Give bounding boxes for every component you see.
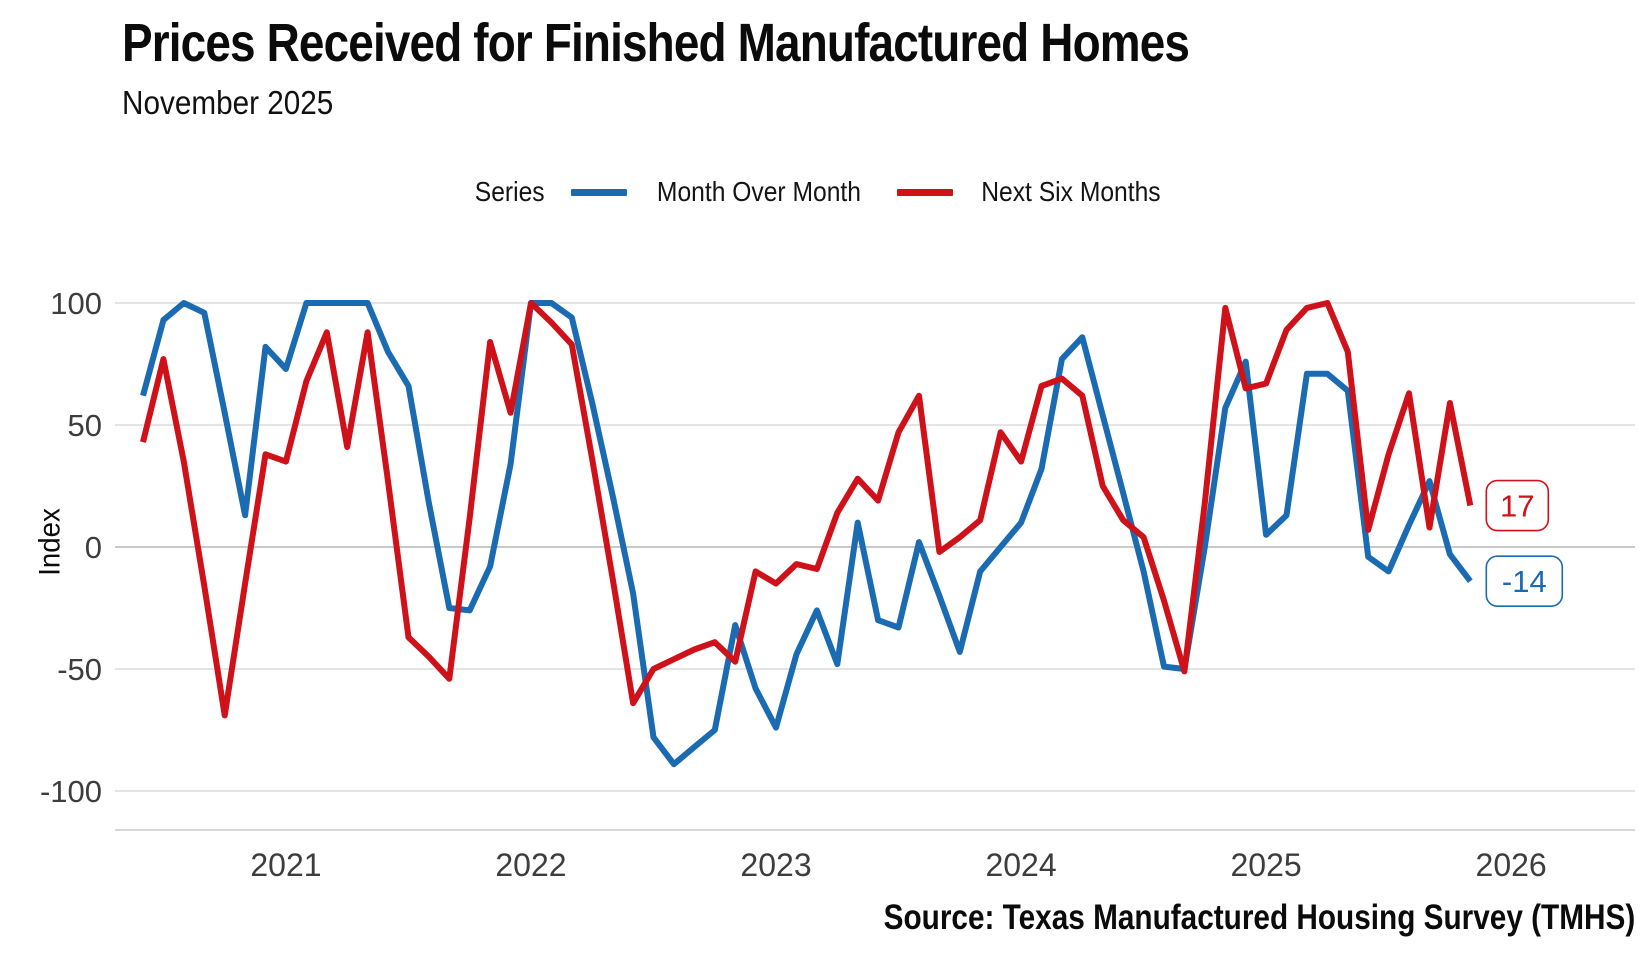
source-caption: Source: Texas Manufactured Housing Surve… bbox=[883, 898, 1635, 937]
x-tick-label-2026: 2026 bbox=[1476, 847, 1547, 883]
legend-item-month-over-month: Month Over Month bbox=[571, 176, 875, 208]
page-subtitle: November 2025 bbox=[122, 84, 334, 121]
legend-swatch-blue-icon bbox=[571, 188, 628, 196]
y-tick-label: 0 bbox=[85, 530, 102, 565]
x-tick-label-2022: 2022 bbox=[495, 847, 566, 883]
end-label-text-0: -14 bbox=[1502, 564, 1547, 599]
x-tick-label-2021: 2021 bbox=[250, 847, 321, 883]
chart-legend: Series Month Over Month Next Six Months bbox=[0, 176, 1643, 208]
y-tick-label: -100 bbox=[40, 774, 102, 809]
legend-item-label: Next Six Months bbox=[981, 176, 1161, 207]
x-tick-label-2024: 2024 bbox=[985, 847, 1056, 883]
y-tick-label: -50 bbox=[57, 652, 102, 687]
y-tick-label: 50 bbox=[68, 408, 102, 443]
end-label-box-1 bbox=[1485, 479, 1550, 532]
x-tick-label-2023: 2023 bbox=[740, 847, 811, 883]
legend-title: Series bbox=[474, 176, 545, 207]
legend-swatch-red-icon bbox=[897, 188, 954, 196]
legend-item-next-six-months: Next Six Months bbox=[897, 176, 1173, 208]
y-tick-label: 100 bbox=[50, 286, 102, 321]
legend-item-label: Month Over Month bbox=[657, 176, 862, 207]
x-tick-label-2025: 2025 bbox=[1231, 847, 1302, 883]
end-label-text-1: 17 bbox=[1500, 489, 1534, 524]
end-label-box-0 bbox=[1485, 555, 1564, 607]
page-title: Prices Received for Finished Manufacture… bbox=[122, 13, 1190, 73]
series-line-1 bbox=[140, 300, 1474, 719]
